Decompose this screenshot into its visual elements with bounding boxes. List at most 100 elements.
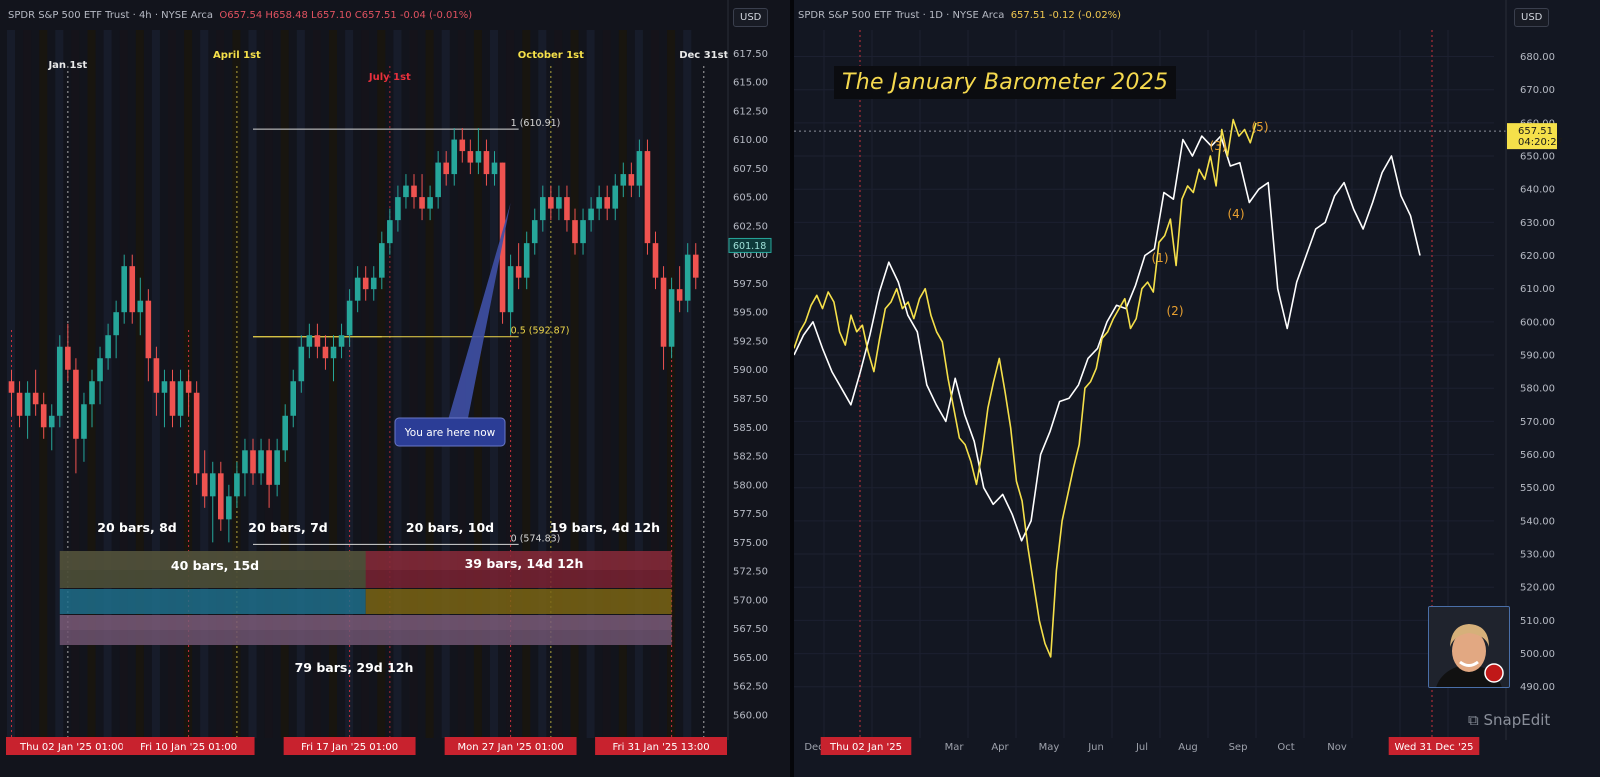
y-tick-label: 580.00 <box>1520 384 1555 395</box>
candle <box>274 450 280 485</box>
candlestick-chart[interactable]: Jan 1st April 1st July 1st October 1st Dec 3… <box>0 0 790 777</box>
y-tick-label: 670.00 <box>1520 85 1555 96</box>
y-tick-label: 530.00 <box>1520 550 1555 561</box>
candle <box>475 151 482 163</box>
time-label-bg <box>6 737 138 755</box>
candle <box>346 300 353 336</box>
time-label: Thu 02 Jan '25 01:00 <box>19 742 124 753</box>
y-tick-label: 540.00 <box>1520 516 1555 527</box>
stripe <box>683 30 692 738</box>
avatar-portrait-icon <box>1429 607 1509 687</box>
wave-label: (5) <box>1252 120 1269 134</box>
candle <box>322 346 329 359</box>
candle <box>48 415 55 428</box>
time-label-bg <box>595 737 727 755</box>
stripe <box>361 30 370 738</box>
price-tag-value: 657.51 <box>1518 126 1553 137</box>
period-marker-label: July 1st <box>368 72 411 83</box>
range-label: 20 bars, 8d <box>97 520 176 535</box>
candle <box>370 277 377 290</box>
candle <box>588 208 594 221</box>
candle <box>201 473 208 497</box>
candle <box>105 335 111 359</box>
panel-divider[interactable] <box>790 0 794 777</box>
candle <box>330 346 337 359</box>
stripe <box>216 30 225 738</box>
right-currency-button[interactable]: USD <box>1514 8 1550 27</box>
right-price: 657.51 -0.12 (-0.02%) <box>1010 10 1122 21</box>
candle <box>684 254 691 301</box>
y-tick-label: 582.50 <box>733 452 768 463</box>
y-tick-label: 490.00 <box>1520 682 1555 693</box>
left-currency-button[interactable]: USD <box>733 8 769 27</box>
stripe <box>39 30 48 738</box>
candle <box>81 404 87 439</box>
stripe <box>651 30 660 738</box>
time-label: Fri 10 Jan '25 01:00 <box>140 742 237 753</box>
candle <box>113 312 119 336</box>
candle <box>209 473 216 497</box>
candle <box>121 266 127 313</box>
period-marker-label: October 1st <box>518 50 584 61</box>
candle <box>515 266 522 278</box>
candle <box>24 392 31 416</box>
price-tag-time: 04:20:27 <box>1518 137 1563 148</box>
stripe <box>377 30 386 738</box>
left-ohlc: O657.54 H658.48 L657.10 C657.51 -0.04 (-… <box>219 10 473 21</box>
candle <box>451 139 458 175</box>
left-chart-panel[interactable]: Jan 1st April 1st July 1st October 1st Dec 3… <box>0 0 790 777</box>
y-tick-label: 575.00 <box>733 538 768 549</box>
y-tick-label: 572.50 <box>733 567 768 578</box>
y-tick-label: 630.00 <box>1520 218 1555 229</box>
candle <box>572 220 578 244</box>
wave-label: (1) <box>1152 251 1169 265</box>
stripe <box>312 30 321 738</box>
stripe <box>248 30 257 738</box>
candle <box>467 151 474 163</box>
period-marker-label: Jan 1st <box>47 60 87 71</box>
stripe <box>554 30 563 738</box>
period-marker-label: April 1st <box>213 50 261 61</box>
range-label: 39 bars, 14d 12h <box>465 556 584 571</box>
candle <box>491 162 498 175</box>
x-tick-label: Dec <box>804 742 823 753</box>
y-tick-label: 610.00 <box>733 135 768 146</box>
candle <box>668 289 675 347</box>
stripe <box>490 30 499 738</box>
time-label-bg <box>1388 737 1480 755</box>
x-tick-label: Nov <box>1327 742 1347 753</box>
y-tick-label: 565.00 <box>733 653 768 664</box>
y-tick-label: 612.50 <box>733 106 768 117</box>
candle <box>234 473 240 497</box>
y-tick-label: 580.00 <box>733 480 768 491</box>
range-label: 79 bars, 29d 12h <box>295 660 414 675</box>
range-label: 20 bars, 7d <box>248 520 327 535</box>
stripe <box>667 30 676 738</box>
x-tick-label: Oct <box>1277 742 1294 753</box>
chart-title: The January Barometer 2025 <box>834 66 1177 99</box>
price-tag-text: 601.18 <box>733 241 766 252</box>
candle <box>314 335 321 347</box>
range-label: 19 bars, 4d 12h <box>550 520 660 535</box>
series-line-yellow <box>794 118 1257 658</box>
candle <box>129 266 136 313</box>
snapedit-label: SnapEdit <box>1483 711 1551 729</box>
time-label: Thu 02 Jan '25 <box>829 742 902 753</box>
range-label: 40 bars, 15d <box>171 558 259 573</box>
callout-text: You are here now <box>404 427 496 439</box>
fib-level-label: 1 (610.91) <box>511 118 561 129</box>
candle <box>306 335 313 347</box>
y-tick-label: 605.00 <box>733 193 768 204</box>
candle <box>338 335 345 347</box>
candle <box>652 243 659 278</box>
range-box <box>59 589 366 614</box>
y-tick-label: 590.00 <box>1520 351 1555 362</box>
x-tick-label: May <box>1039 742 1060 753</box>
x-tick-label: Jul <box>1135 742 1148 753</box>
left-chart-header: SPDR S&P 500 ETF Trust · 4h · NYSE Arca … <box>8 10 472 21</box>
y-tick-label: 597.50 <box>733 279 768 290</box>
callout-arrow <box>448 202 511 420</box>
fib-level-label: 0.5 (592.87) <box>511 326 570 337</box>
candle <box>354 277 361 301</box>
candle <box>242 450 248 474</box>
